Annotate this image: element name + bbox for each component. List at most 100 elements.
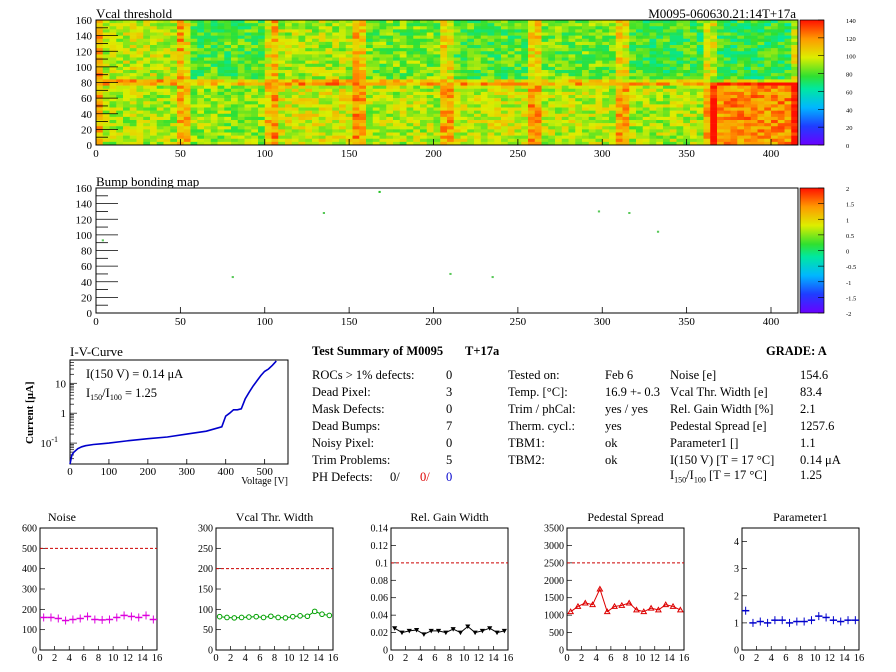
heatmap-cell: [143, 32, 151, 36]
heatmap-cell: [467, 126, 475, 130]
heatmap-cell: [312, 82, 320, 86]
heatmap-cell: [764, 73, 772, 77]
heatmap-cell: [690, 57, 698, 61]
heatmap-cell: [750, 23, 758, 27]
heatmap-cell: [244, 41, 252, 46]
heatmap-cell: [123, 107, 131, 111]
heatmap-cell: [528, 132, 536, 136]
heatmap-cell: [507, 20, 515, 24]
heatmap-cell: [663, 57, 671, 61]
heatmap-cell: [615, 98, 623, 102]
heatmap-cell: [143, 54, 151, 58]
heatmap-cell: [393, 110, 401, 115]
heatmap-cell: [285, 88, 293, 93]
heatmap-cell: [453, 98, 461, 102]
heatmap-cell: [622, 57, 630, 61]
heatmap-cell: [622, 129, 630, 133]
heatmap-cell: [366, 63, 374, 68]
heatmap-cell: [143, 98, 151, 102]
heatmap-cell: [190, 57, 198, 61]
heatmap-cell: [440, 45, 448, 49]
heatmap-cell: [177, 126, 185, 130]
heatmap-cell: [318, 113, 326, 118]
dead-bump-point: [322, 212, 326, 214]
bump-points: [101, 190, 660, 279]
heatmap-cell: [258, 20, 266, 24]
heatmap-cell: [656, 70, 664, 74]
heatmap-cell: [717, 26, 725, 30]
heatmap-cell: [696, 60, 704, 65]
heatmap-cell: [318, 120, 326, 124]
heatmap-cell: [710, 82, 718, 86]
heatmap-cell: [150, 129, 158, 133]
heatmap-cell: [663, 66, 671, 71]
heatmap-cell: [690, 73, 698, 77]
heatmap-cell: [474, 82, 482, 86]
summary-middle-value: yes / yes: [605, 402, 649, 416]
heatmap-cell: [325, 107, 333, 111]
heatmap-cell: [717, 38, 725, 43]
heatmap-cell: [771, 41, 779, 46]
heatmap-cell: [582, 70, 590, 74]
heatmap-cell: [676, 54, 684, 58]
heatmap-cell: [264, 79, 272, 83]
heatmap-cell: [595, 116, 603, 121]
heatmap-cell: [717, 123, 725, 127]
heatmap-cell: [568, 66, 576, 71]
heatmap-cell: [426, 41, 434, 46]
heatmap-cell: [615, 113, 623, 118]
heatmap-cell: [386, 85, 394, 90]
heatmap-cell: [528, 20, 536, 24]
heatmap-cell: [251, 138, 259, 143]
heatmap-cell: [440, 126, 448, 130]
heatmap-cell: [615, 88, 623, 93]
heatmap-cell: [420, 116, 428, 121]
heatmap-cell: [777, 57, 785, 61]
heatmap-cell: [771, 20, 779, 24]
heatmap-cell: [447, 60, 455, 65]
heatmap-cell: [305, 63, 313, 68]
heatmap-cell: [339, 101, 347, 105]
heatmap-cell: [703, 101, 711, 105]
heatmap-cell: [291, 120, 299, 124]
heatmap-cell: [649, 91, 657, 96]
heatmap-cell: [750, 26, 758, 30]
heatmap-cell: [467, 129, 475, 133]
heatmap-cell: [588, 41, 596, 46]
heatmap-cell: [258, 23, 266, 27]
heatmap-cell: [723, 141, 731, 146]
heatmap-cell: [521, 38, 529, 43]
x-tick-label: 8: [798, 653, 803, 664]
heatmap-cell: [534, 135, 542, 140]
heatmap-cell: [237, 126, 245, 130]
heatmap-cell: [177, 113, 185, 118]
heatmap-cell: [231, 126, 239, 130]
heatmap-cell: [663, 85, 671, 90]
series-point: [618, 601, 626, 608]
heatmap-cell: [696, 48, 704, 52]
heatmap-cell: [642, 116, 650, 121]
heatmap-cell: [109, 141, 117, 146]
y-tick-label: 100: [198, 605, 213, 616]
heatmap-cell: [210, 26, 218, 30]
heatmap-cell: [548, 138, 556, 143]
series-point: [662, 601, 670, 608]
heatmap-cell: [501, 116, 509, 121]
heatmap-cell: [777, 135, 785, 140]
heatmap-cell: [703, 20, 711, 24]
heatmap-cell: [771, 35, 779, 40]
heatmap-cell: [575, 38, 583, 43]
heatmap-cell: [244, 60, 252, 65]
heatmap-cell: [399, 113, 407, 118]
heatmap-cell: [602, 141, 610, 146]
heatmap-cell: [656, 32, 664, 36]
series-point: [581, 599, 589, 606]
heatmap-cell: [116, 73, 124, 77]
heatmap-cell: [528, 63, 536, 68]
heatmap-cell: [521, 132, 529, 136]
heatmap-cell: [190, 123, 198, 127]
heatmap-cell: [163, 101, 171, 105]
heatmap-cell: [507, 101, 515, 105]
heatmap-cell: [325, 66, 333, 71]
heatmap-cell: [399, 129, 407, 133]
